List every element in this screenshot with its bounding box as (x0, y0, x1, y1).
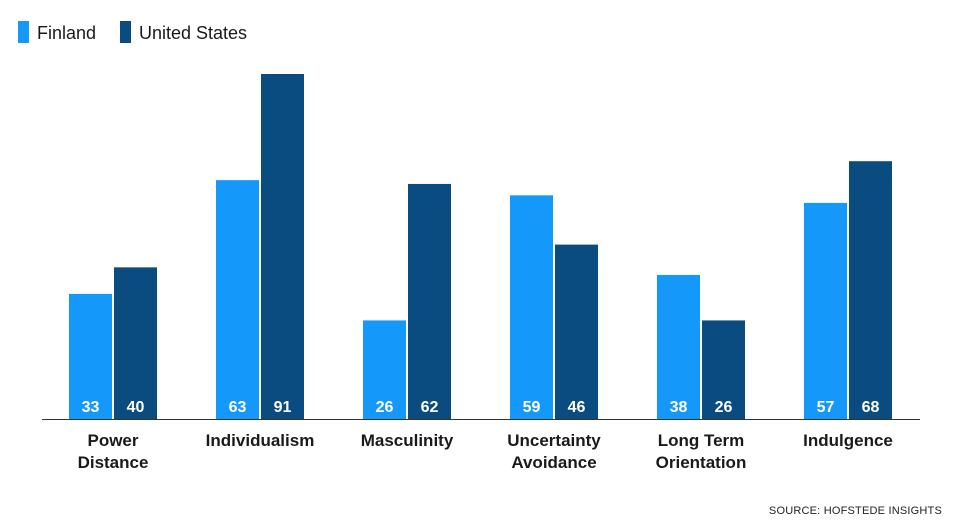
value-label-finland-long-term-orientation: 38 (670, 399, 688, 416)
value-label-united-states-long-term-orientation: 26 (715, 399, 733, 416)
category-label-individualism: Individualism (206, 431, 315, 450)
bar-united-states-individualism (261, 74, 304, 419)
legend-swatch-united-states (120, 21, 131, 43)
category-label-power-distance: Power Distance (78, 431, 149, 472)
bar-finland-long-term-orientation (657, 274, 700, 419)
category-labels: Power Distance Individualism Masculinity Unc… (78, 431, 893, 472)
source-note: SOURCE: HOFSTEDE INSIGHTS (769, 505, 942, 517)
value-label-finland-masculinity: 26 (376, 399, 394, 416)
value-label-finland-uncertainty-avoidance: 59 (523, 399, 541, 416)
legend-label-finland: Finland (37, 23, 96, 43)
category-label-long-term-orientation: Long Term Orientation (656, 431, 747, 472)
category-label-indulgence: Indulgence (803, 431, 893, 450)
legend-swatch-finland (18, 21, 29, 43)
bar-finland-uncertainty-avoidance (510, 195, 553, 419)
value-label-finland-power-distance: 33 (82, 399, 100, 416)
bar-finland-masculinity (363, 320, 406, 419)
bar-united-states-masculinity (408, 183, 451, 419)
value-label-united-states-power-distance: 40 (127, 399, 145, 416)
bar-united-states-indulgence (849, 161, 892, 419)
bar-finland-individualism (216, 180, 259, 419)
bar-finland-indulgence (804, 202, 847, 419)
value-label-finland-individualism: 63 (229, 399, 247, 416)
value-label-united-states-masculinity: 62 (421, 399, 439, 416)
legend-label-united-states: United States (139, 23, 247, 43)
value-label-finland-indulgence: 57 (817, 399, 835, 416)
category-label-masculinity: Masculinity (361, 431, 454, 450)
bar-united-states-long-term-orientation (702, 320, 745, 419)
value-label-united-states-individualism: 91 (274, 399, 292, 416)
bar-united-states-power-distance (114, 267, 157, 419)
bar-finland-power-distance (69, 293, 112, 419)
value-label-united-states-uncertainty-avoidance: 46 (568, 399, 586, 416)
value-label-united-states-indulgence: 68 (862, 399, 880, 416)
bar-united-states-uncertainty-avoidance (555, 244, 598, 419)
legend: Finland United States (18, 21, 247, 43)
bar-group: 33 40 63 91 26 62 59 46 38 26 57 68 (69, 74, 892, 419)
category-label-uncertainty-avoidance: Uncertainty Avoidance (507, 431, 601, 472)
